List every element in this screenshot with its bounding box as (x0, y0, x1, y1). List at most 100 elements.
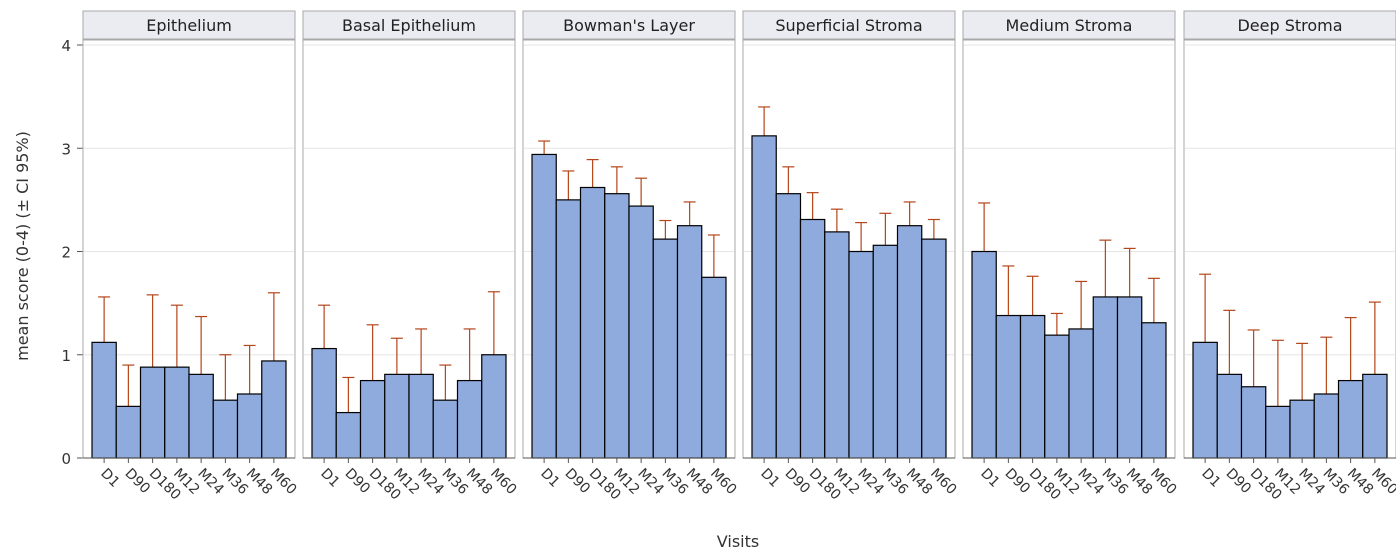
x-tick-label: M48 (683, 466, 715, 498)
x-tick-label: D1 (537, 466, 562, 491)
bar (115, 405, 142, 459)
x-tick-label: D90 (562, 466, 594, 498)
x-tick-label: M60 (487, 466, 519, 498)
panel-header (522, 10, 736, 40)
bar (579, 186, 606, 459)
bar (481, 354, 507, 459)
x-tick-label: M24 (854, 466, 887, 499)
bar (212, 399, 239, 459)
bar (261, 360, 287, 459)
bar (1313, 393, 1340, 459)
bar (1216, 373, 1243, 459)
x-tick-label: M60 (267, 466, 299, 498)
x-tick-label: M36 (659, 466, 692, 499)
bar (91, 341, 117, 459)
x-tick-label: M48 (1123, 466, 1155, 498)
bar (848, 250, 874, 459)
panel-title: Superficial Stroma (775, 16, 922, 35)
x-tick-label: M48 (1344, 466, 1376, 498)
bar (164, 366, 190, 459)
x-tick-label: M36 (879, 466, 912, 499)
bar (555, 199, 582, 459)
x-tick-label: M24 (194, 466, 227, 499)
bar (188, 373, 214, 459)
x-tick-label: M60 (1147, 466, 1179, 498)
x-tick-label: M48 (243, 466, 275, 498)
bar (799, 218, 826, 459)
bar (676, 225, 703, 459)
bar (921, 238, 947, 459)
bar (408, 373, 434, 459)
y-axis-ticks: 0 1 2 3 4 (61, 37, 83, 468)
x-tick-label: D90 (1223, 466, 1255, 498)
x-tick-label: D90 (1002, 466, 1034, 498)
y-tick-label: 2 (61, 244, 71, 262)
bar (311, 347, 337, 459)
bar (751, 135, 777, 459)
bar (139, 366, 166, 459)
panel-header (82, 10, 296, 40)
x-tick-label: D1 (977, 466, 1002, 491)
panel-header (302, 10, 516, 40)
y-axis-label: mean score (0-4) (± CI 95%) (13, 131, 32, 361)
x-tick-label: M24 (634, 466, 667, 499)
bar (1337, 379, 1364, 459)
x-tick-label: M36 (1320, 466, 1353, 499)
bar (628, 205, 654, 459)
x-tick-label: M24 (1295, 466, 1328, 499)
bar (1068, 328, 1094, 459)
bar (896, 225, 923, 459)
x-tick-label: D1 (97, 466, 122, 491)
panel-header (962, 10, 1176, 40)
x-tick-label: M48 (903, 466, 935, 498)
x-tick-label: D90 (342, 466, 374, 498)
bar (1362, 373, 1388, 459)
x-tick-label: M36 (439, 466, 472, 499)
bar (775, 193, 802, 459)
y-tick-label: 4 (61, 37, 71, 55)
panel-title: Bowman's Layer (563, 16, 695, 35)
x-tick-label: M60 (927, 466, 959, 498)
bar (1289, 399, 1315, 459)
x-axis-label: Visits (717, 532, 759, 551)
bar (1092, 296, 1119, 459)
x-tick-label: M36 (219, 466, 252, 499)
bar (236, 393, 263, 459)
bar (531, 153, 557, 459)
bar (1192, 341, 1218, 459)
bar (1141, 322, 1167, 459)
x-tick-label: M60 (707, 466, 739, 498)
bar (335, 411, 362, 459)
x-tick-label: D90 (782, 466, 814, 498)
bar (971, 250, 997, 459)
bar (604, 193, 630, 459)
bar (701, 276, 727, 459)
bar (1116, 296, 1143, 459)
x-tick-label: D1 (757, 466, 782, 491)
bar (1240, 386, 1267, 459)
panel-header (742, 10, 956, 40)
x-tick-label: D1 (317, 466, 342, 491)
bar (872, 244, 899, 459)
bar (456, 379, 483, 459)
bar (1019, 314, 1046, 459)
bar (1044, 334, 1070, 459)
panel-title: Deep Stroma (1237, 16, 1342, 35)
panel-header (1183, 10, 1396, 40)
x-tick-label: M24 (1074, 466, 1107, 499)
bar (359, 379, 386, 459)
bar (432, 399, 459, 459)
panel-title: Epithelium (146, 16, 232, 35)
x-tick-label: D90 (122, 466, 154, 498)
bar (384, 373, 410, 459)
y-tick-label: 0 (61, 450, 71, 468)
x-tick-label: M36 (1099, 466, 1132, 499)
